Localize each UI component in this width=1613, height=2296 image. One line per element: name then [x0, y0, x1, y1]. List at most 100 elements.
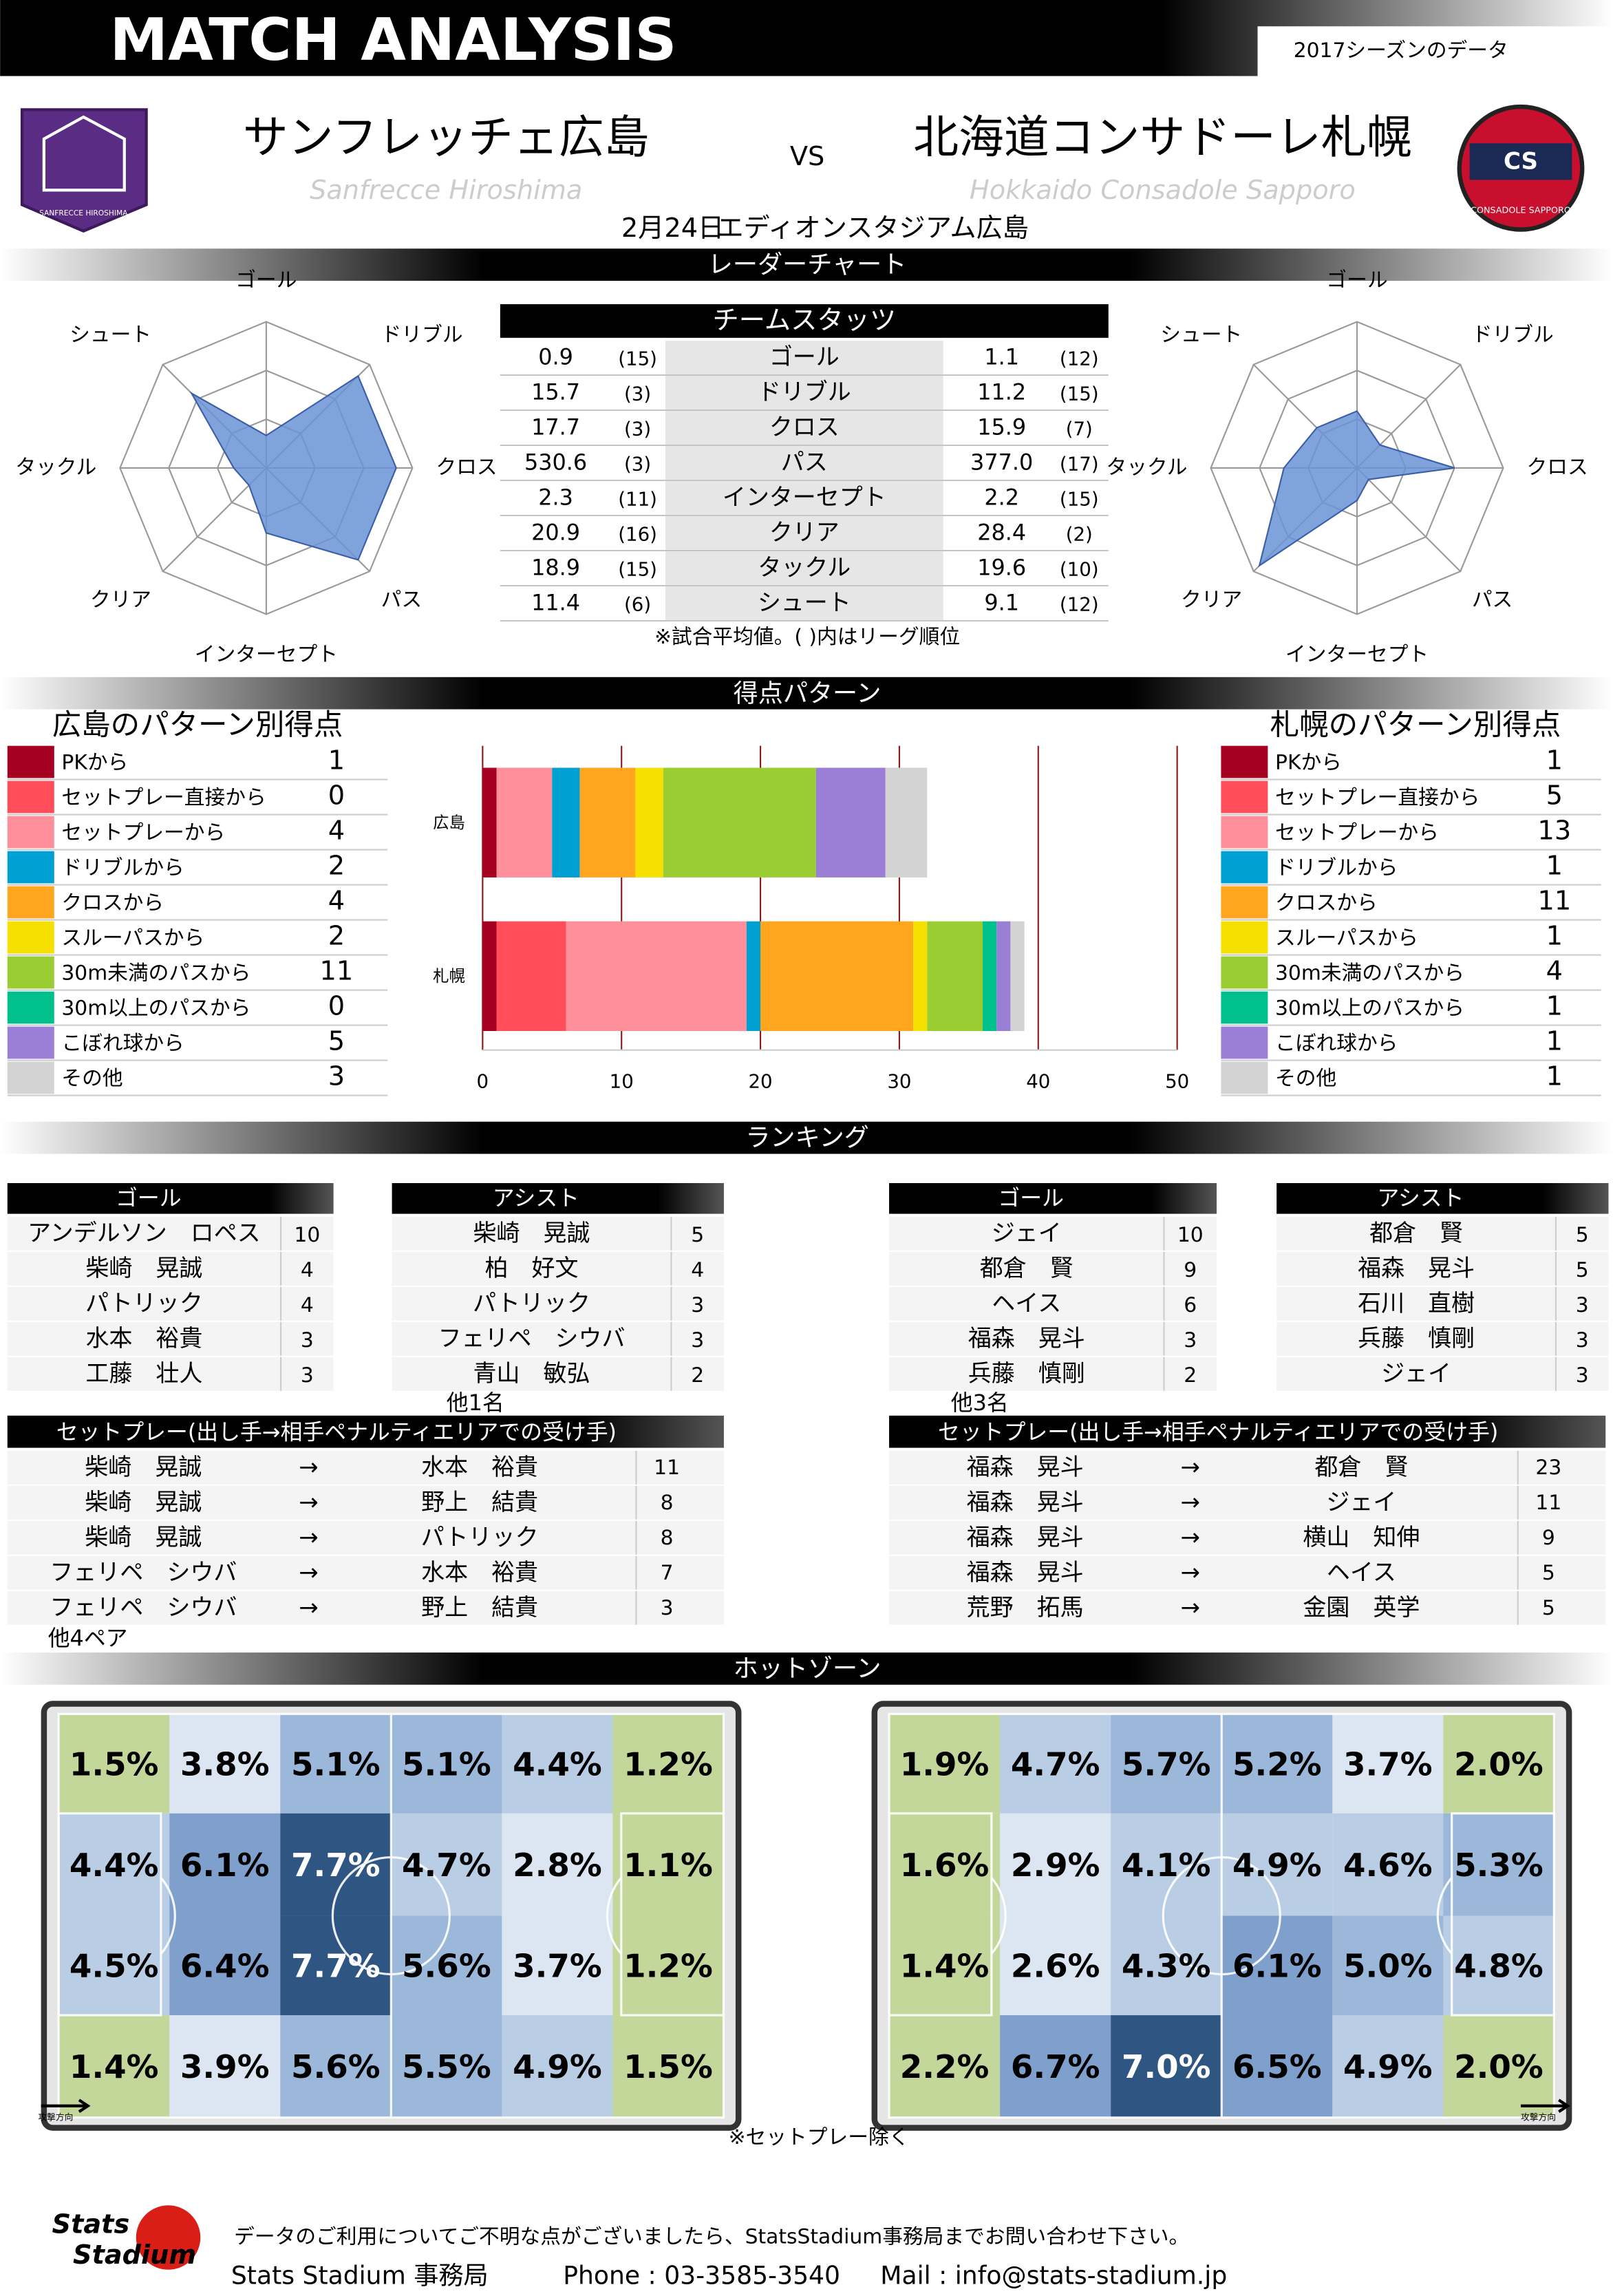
receiver: 野上 結貴: [421, 1489, 538, 1516]
row-bg: [889, 1357, 1217, 1391]
table-header-text: ゴール: [998, 1184, 1064, 1211]
table-header: [889, 1182, 1217, 1214]
zone-label: 1.4%: [70, 2049, 159, 2086]
legend-label: ドリブルから: [61, 856, 184, 880]
radar-spoke: [1356, 467, 1462, 572]
legend-value: 5: [328, 1027, 345, 1057]
zone-cell: [1443, 1915, 1555, 2016]
count: 7: [661, 1561, 674, 1585]
logo-mark: CS: [1504, 147, 1538, 175]
player-count: 3: [691, 1328, 704, 1352]
away-rank: (10): [1060, 558, 1099, 581]
logo-band: [1469, 143, 1572, 180]
zone-cell: [612, 1915, 724, 2016]
stats-header: [500, 304, 1109, 338]
count: 5: [1542, 1561, 1555, 1585]
passer: 福森 晃斗: [967, 1489, 1084, 1516]
zone-label: 1.4%: [900, 1948, 990, 1986]
count: 11: [654, 1456, 680, 1480]
bar-segment: [482, 767, 497, 878]
legend-label: こぼれ球から: [1275, 1032, 1398, 1056]
pitch-line: [331, 1856, 451, 1976]
radar-label: クリア: [90, 588, 151, 612]
legend-swatch: [1221, 780, 1268, 814]
row-bg: [889, 1286, 1217, 1321]
setplay-note: 他4ペア: [48, 1625, 128, 1651]
legend-swatch: [1221, 851, 1268, 884]
count: 3: [661, 1596, 674, 1620]
zone-cell: [612, 1813, 724, 1916]
count: 23: [1535, 1456, 1561, 1480]
bar-segment: [579, 767, 636, 878]
receiver: 水本 裕貴: [421, 1559, 538, 1586]
player-count: 6: [1184, 1293, 1197, 1317]
legend-title: 広島のパターン別得点: [52, 709, 343, 743]
stat-label: インターセプト: [723, 484, 886, 511]
zone-label: 2.9%: [1011, 1847, 1100, 1884]
home-stat: 11.4: [531, 590, 580, 616]
legend-label: クロスから: [61, 891, 164, 915]
player-name: ジェイ: [1381, 1360, 1451, 1388]
zone-cell: [1332, 1813, 1444, 1916]
pitch-line: [57, 1812, 162, 2017]
season: 2017シーズンのデータ: [1294, 39, 1508, 63]
zone-cell: [1000, 1813, 1111, 1916]
row-bg: [7, 1485, 724, 1520]
stat-label: パス: [781, 449, 828, 476]
zone-cell: [169, 1714, 281, 1814]
zone-label: 5.2%: [1232, 1746, 1322, 1783]
home-rank: (15): [618, 348, 657, 370]
away-rank: (17): [1060, 453, 1099, 476]
x-tick-label: 40: [1026, 1070, 1050, 1092]
legend-swatch: [1221, 1026, 1268, 1059]
zone-cell: [169, 2015, 281, 2118]
passer: 荒野 拓馬: [967, 1594, 1084, 1622]
venue: エディオンスタジアム広島: [717, 213, 1029, 244]
zone-label: 5.0%: [1343, 1948, 1433, 1986]
away-stat: 15.9: [977, 414, 1026, 440]
zone-label: 2.2%: [900, 2049, 990, 2086]
mail: Mail : info@stats-stadium.jp: [880, 2260, 1227, 2290]
logo-text: SANFRECCE HIROSHIMA: [39, 209, 128, 217]
legend-label: セットプレー直接から: [61, 786, 266, 810]
legend-swatch: [1221, 745, 1268, 778]
home-logo: SANFRECCE HIROSHIMA: [20, 108, 148, 233]
pitch-line: [990, 1877, 1007, 1955]
player-name: 石川 直樹: [1358, 1290, 1475, 1317]
away-stat: 28.4: [977, 520, 1026, 546]
radar-label: クロス: [436, 455, 497, 479]
x-tick-label: 50: [1165, 1070, 1189, 1092]
row-bg: [889, 1520, 1606, 1555]
zone-cell: [1221, 1714, 1333, 1814]
row-bg: [1276, 1251, 1609, 1286]
table-header: [392, 1182, 724, 1214]
zone-cell: [391, 2015, 502, 2118]
radar-label: クロス: [1526, 455, 1588, 479]
table-header-text: セットプレー(出し手→相手ペナルティエリアでの受け手): [938, 1418, 1498, 1445]
y-tick-label: 札幌: [433, 966, 465, 986]
ranking-note: 他3名: [951, 1390, 1009, 1416]
direction-label: 攻撃方向: [38, 2112, 73, 2123]
season-box: [1257, 26, 1613, 76]
table-header-text: アシスト: [493, 1184, 579, 1211]
legend-value: 3: [328, 1062, 345, 1092]
row-bg: [1276, 1321, 1609, 1356]
home-rank: (16): [618, 523, 657, 546]
zone-label: 1.5%: [623, 2049, 713, 2086]
zone-label: 4.9%: [1343, 2049, 1433, 2086]
legend-label: スルーパスから: [61, 926, 204, 950]
zone-label: 5.6%: [291, 2049, 381, 2086]
row-bg: [1276, 1286, 1609, 1321]
player-count: 3: [1576, 1328, 1589, 1352]
player-name: フェリペ シウバ: [438, 1325, 626, 1352]
zone-label: 4.1%: [1122, 1847, 1211, 1884]
row-bg: [7, 1357, 334, 1391]
away-rank: (15): [1060, 383, 1099, 405]
radar-label: ドリブル: [1472, 323, 1554, 347]
zone-label: 4.5%: [70, 1948, 159, 1986]
office: Stats Stadium 事務局: [231, 2260, 489, 2290]
stats-label-cell: [665, 411, 943, 445]
away-rank: (12): [1060, 593, 1099, 616]
table-header: [7, 1415, 724, 1448]
count: 9: [1542, 1526, 1555, 1550]
